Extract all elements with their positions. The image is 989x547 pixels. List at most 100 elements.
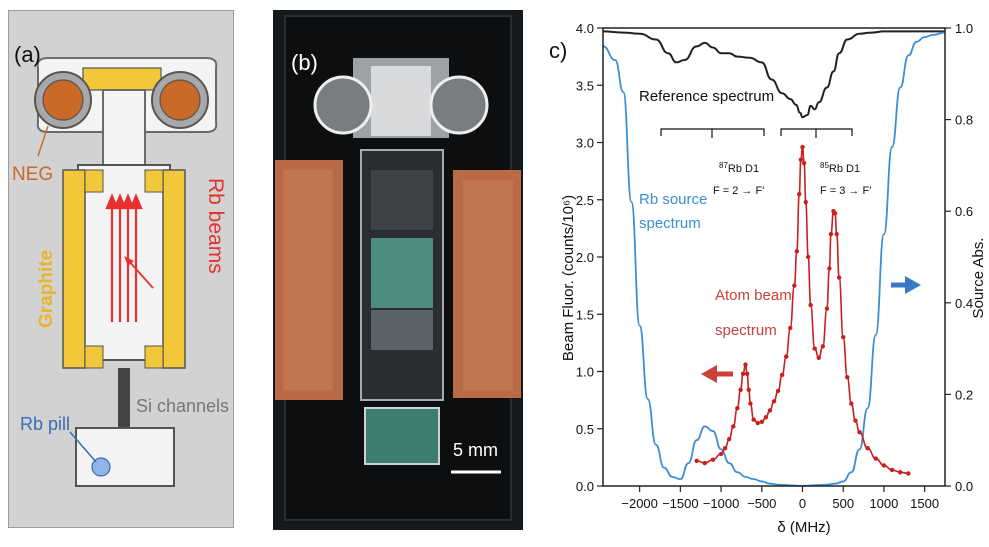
atom-beam-data-point	[803, 199, 808, 205]
rb87-line-label: 87Rb D1	[719, 161, 759, 176]
y-axis-right-ticks: 0.0 0.2 0.4 0.6 0.8 1.0	[945, 21, 973, 494]
graphite-bottom-right-lip	[144, 345, 164, 369]
panel-c-tag: c)	[549, 38, 567, 63]
si-channel-stem	[118, 368, 130, 430]
atom-beam-data-point	[797, 191, 802, 197]
neg-label: NEG	[12, 164, 53, 185]
x-tick-label: −1000	[703, 496, 740, 511]
atom-beam-data-point	[775, 388, 781, 394]
graphite-top-right-lip	[144, 169, 164, 193]
atom-beam-data-point	[827, 266, 832, 271]
rb87-bracket	[660, 128, 765, 138]
rb-reservoir-window	[364, 407, 440, 465]
atom-beam-data-point	[702, 460, 707, 466]
si-channels-label: Si channels	[136, 396, 229, 416]
atom-beam-data-point	[748, 401, 753, 406]
neg-getter-right	[159, 79, 201, 121]
atom-beam-data-point	[845, 375, 850, 380]
graphite-left-wall	[62, 169, 86, 369]
rb-beams-label: Rb beams	[204, 178, 227, 274]
atom-beam-data-point	[820, 344, 826, 349]
atom-beam-data-point	[841, 334, 846, 340]
atom-beam-data-point	[759, 419, 764, 425]
atom-beam-data-point	[788, 325, 793, 331]
y-right-tick-label: 0.8	[955, 113, 973, 128]
x-tick-label: −500	[747, 496, 776, 511]
atom-beam-data-point	[740, 371, 746, 376]
neg-pointer	[37, 125, 49, 157]
plot-markers	[694, 144, 911, 476]
atom-beam-data-point	[853, 418, 858, 423]
atom-beam-data-point	[735, 405, 740, 411]
atom-beam-label-line1: Atom beam	[715, 287, 792, 304]
atom-beam-data-point	[816, 355, 821, 360]
y-right-tick-label: 1.0	[955, 21, 973, 36]
atom-beam-data-point	[881, 463, 887, 468]
panel-c-chart: −2000 −1500 −1000 −500 0 500 1000 1500 0.0 0.5 1.…	[535, 8, 989, 542]
x-tick-label: 1500	[910, 496, 939, 511]
y-tick-label: 3.0	[576, 136, 594, 151]
atom-beam-data-point	[746, 387, 751, 393]
rb-pill-label: Rb pill	[20, 414, 70, 434]
y-axis-left-label: Beam Fluor. (counts/10⁶)	[560, 195, 577, 361]
top-graphite-block	[82, 67, 162, 91]
x-axis-ticks: −2000 −1500 −1000 −500 0 500 1000 1500	[621, 486, 939, 511]
left-axis-arrow-head	[701, 365, 717, 383]
getter-pill-right	[429, 75, 489, 135]
chamber-neck	[102, 89, 146, 166]
atom-beam-data-point	[836, 275, 842, 280]
y-axis-right-label: Source Abs.	[970, 238, 987, 319]
scale-bar-label: 5 mm	[453, 440, 498, 460]
graphite-right-wall	[162, 169, 186, 369]
getter-bridge-highlight	[371, 66, 431, 136]
x-tick-label: 500	[832, 496, 854, 511]
atom-beam-data-point	[755, 420, 760, 426]
atom-beam-data-point	[784, 354, 789, 359]
y-tick-label: 0.0	[576, 479, 594, 494]
reference-spectrum-line	[602, 30, 945, 119]
y-right-tick-label: 0.0	[955, 479, 973, 494]
atom-beam-data-point	[738, 387, 743, 393]
atom-beam-data-point	[722, 446, 728, 451]
atom-beam-data-point	[834, 231, 839, 237]
rb-pill-dot	[91, 457, 111, 477]
atom-beam-data-point	[751, 417, 756, 422]
atom-beam-data-point	[849, 401, 854, 406]
cell-window-lower	[371, 310, 433, 350]
atom-beam-data-point	[801, 160, 807, 166]
y-right-tick-label: 0.6	[955, 204, 973, 219]
atom-beam-data-point	[779, 372, 785, 378]
x-tick-label: 0	[799, 496, 806, 511]
cell-window-upper	[371, 170, 433, 230]
y-right-tick-label: 0.4	[955, 296, 973, 311]
rb-pill-pointer	[69, 431, 97, 463]
atom-beam-data-point	[824, 306, 830, 311]
atom-beam-data-point	[771, 399, 777, 404]
atom-beam-data-point	[865, 446, 870, 451]
neg-getter-left	[42, 79, 84, 121]
atom-beam-data-point	[743, 362, 748, 367]
x-tick-label: −1500	[662, 496, 699, 511]
atom-beam-data-point	[763, 415, 769, 420]
graphite-top-left-lip	[84, 169, 104, 193]
atom-beam-data-point	[710, 457, 716, 462]
atom-beam-data-point	[718, 451, 724, 457]
right-axis-arrow-head	[905, 276, 921, 294]
y-axis-left-ticks: 0.0 0.5 1.0 1.5 2.0 2.5 3.0 3.5 4.0	[576, 21, 603, 494]
x-tick-label: −2000	[621, 496, 658, 511]
rb-beams-pointer	[127, 259, 154, 289]
atom-beam-data-point	[828, 231, 834, 237]
atom-beam-data-point	[857, 429, 862, 435]
y-right-tick-label: 0.2	[955, 387, 973, 402]
graphite-label: Graphite	[36, 250, 57, 328]
atom-beam-data-point	[808, 302, 813, 308]
spectrum-chart: −2000 −1500 −1000 −500 0 500 1000 1500 0.0 0.5 1.…	[549, 21, 987, 536]
reference-spectrum-label: Reference spectrum	[639, 88, 774, 105]
atom-beam-data-point	[889, 467, 895, 473]
y-tick-label: 2.5	[576, 193, 594, 208]
rb-beams-pointer-head	[124, 256, 134, 266]
rb-source-label-line1: Rb source	[639, 191, 707, 208]
y-tick-label: 1.5	[576, 307, 594, 322]
y-tick-label: 2.0	[576, 250, 594, 265]
panel-a-tag: (a)	[14, 42, 41, 67]
